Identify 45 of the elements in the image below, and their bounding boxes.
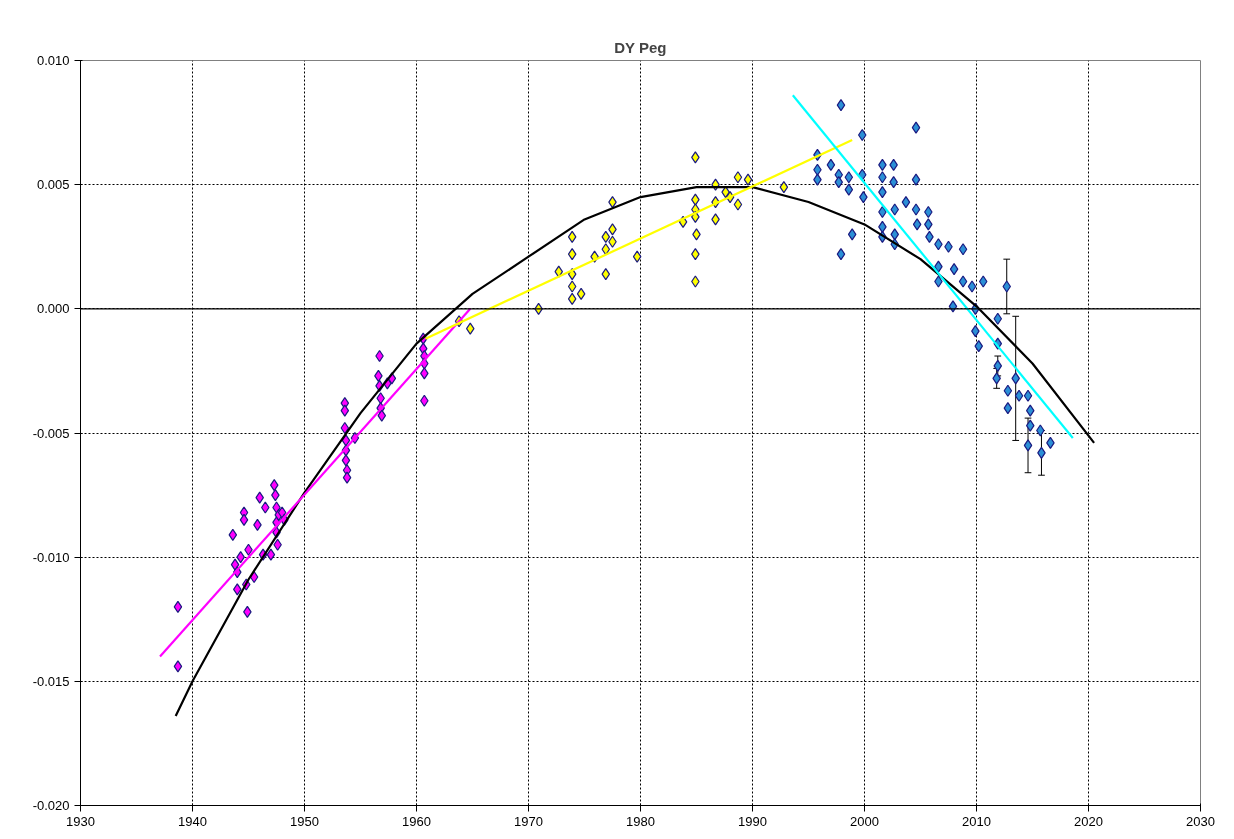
y-tick-label: 0.000: [36, 301, 70, 317]
point: [733, 171, 743, 184]
point: [567, 280, 577, 293]
point: [173, 660, 183, 673]
x-tick-label: 1980: [626, 813, 655, 829]
point: [173, 600, 183, 613]
point: [230, 558, 240, 571]
x-tick-label: 2030: [1186, 813, 1215, 829]
x-tick-label: 2020: [1074, 813, 1103, 829]
chart-title: DY Peg: [614, 38, 667, 56]
point: [228, 528, 238, 541]
point: [576, 287, 586, 301]
x-tick-label: 2010: [962, 813, 991, 829]
point: [239, 513, 249, 527]
y-tick-label: -0.005: [32, 425, 70, 441]
y-tick-label: -0.015: [32, 673, 70, 689]
y-tick-label: 0.005: [36, 177, 70, 193]
point: [341, 454, 351, 467]
x-tick-label: 2000: [850, 813, 879, 829]
x-tick-label: 1930: [66, 813, 95, 829]
x-tick-label: 1950: [290, 813, 319, 829]
point: [342, 471, 352, 484]
x-tick-label: 1940: [178, 813, 207, 829]
point: [567, 248, 577, 261]
point: [632, 250, 642, 263]
point: [465, 322, 475, 335]
x-tick-label: 1990: [738, 813, 767, 829]
point: [567, 292, 577, 305]
y-tick-label: 0.010: [36, 53, 70, 68]
x-tick-label: 1970: [514, 813, 543, 829]
y-tick-label: -0.010: [32, 549, 70, 565]
point: [266, 548, 276, 561]
point: [269, 479, 279, 492]
y-tick-label: -0.020: [32, 798, 70, 813]
point: [779, 181, 789, 194]
point: [554, 265, 564, 278]
point: [743, 173, 753, 186]
point: [377, 409, 387, 422]
point: [567, 230, 577, 243]
x-tick-label: 1960: [402, 813, 431, 829]
point: [340, 404, 350, 417]
point: [340, 421, 350, 435]
point: [733, 198, 743, 211]
point: [601, 267, 611, 281]
point: [601, 230, 611, 243]
